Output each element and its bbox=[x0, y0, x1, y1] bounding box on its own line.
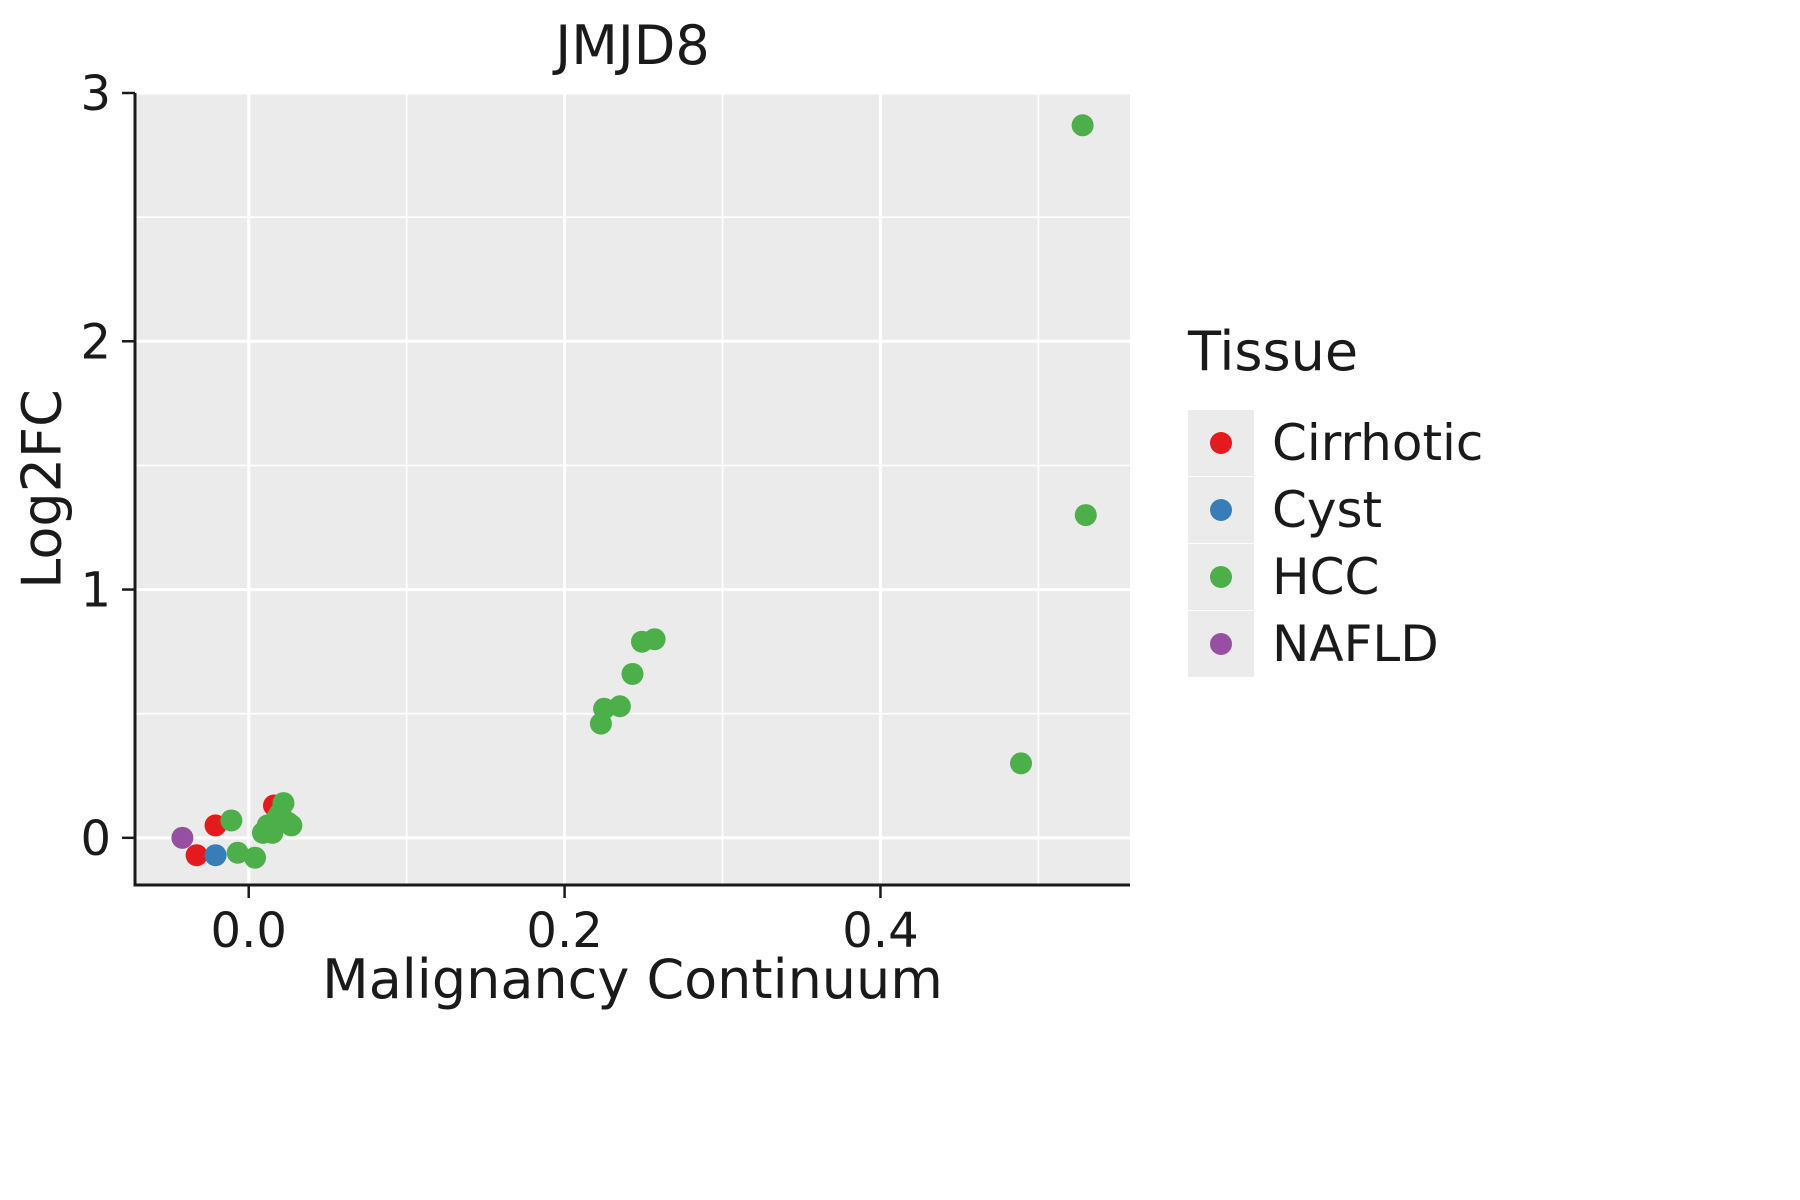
x-axis-label: Malignancy Continuum bbox=[322, 948, 943, 1011]
data-point-cirrhotic bbox=[185, 844, 208, 867]
y-tick-label: 0 bbox=[80, 811, 111, 867]
data-point-hcc bbox=[608, 695, 631, 718]
legend-entries: Cirrhotic Cyst HCC NAFLD bbox=[1188, 409, 1483, 677]
legend-title: Tissue bbox=[1188, 320, 1359, 383]
legend-entry-cirrhotic: Cirrhotic bbox=[1188, 409, 1483, 476]
legend-key bbox=[1188, 543, 1254, 610]
plot-panel bbox=[135, 93, 1130, 885]
x-tick-label: 0.4 bbox=[842, 903, 918, 959]
data-point-hcc bbox=[220, 809, 243, 832]
legend-key bbox=[1188, 476, 1254, 543]
y-axis-label: Log2FC bbox=[10, 389, 74, 589]
y-tick-label: 3 bbox=[80, 66, 111, 122]
legend-dot-icon bbox=[1210, 498, 1232, 521]
data-point-nafld bbox=[171, 826, 194, 849]
legend-key bbox=[1188, 409, 1254, 476]
legend-entry-nafld: NAFLD bbox=[1188, 610, 1483, 677]
data-point-hcc bbox=[226, 841, 249, 864]
data-point-hcc bbox=[1071, 114, 1094, 137]
data-point-hcc bbox=[1010, 752, 1033, 775]
x-tick-label: 0.0 bbox=[211, 903, 287, 959]
legend-entry-cyst: Cyst bbox=[1188, 476, 1483, 543]
data-point-hcc bbox=[280, 814, 303, 837]
legend-entry-label: Cirrhotic bbox=[1272, 413, 1484, 472]
legend-entry-label: NAFLD bbox=[1272, 614, 1439, 673]
y-tick-label: 1 bbox=[80, 563, 111, 619]
chart-title: JMJD8 bbox=[555, 14, 710, 77]
data-point-hcc bbox=[244, 846, 267, 869]
legend-key bbox=[1188, 610, 1254, 677]
data-point-hcc bbox=[272, 792, 295, 815]
legend: Tissue Cirrhotic Cyst HCC NAFLD bbox=[1188, 320, 1483, 677]
legend-dot-icon bbox=[1210, 632, 1232, 655]
legend-entry-label: Cyst bbox=[1272, 480, 1383, 539]
legend-entry-hcc: HCC bbox=[1188, 543, 1483, 610]
legend-entry-label: HCC bbox=[1272, 547, 1380, 606]
data-point-hcc bbox=[1074, 504, 1097, 527]
data-point-hcc bbox=[643, 628, 666, 651]
data-point-hcc bbox=[621, 662, 644, 685]
data-point-cyst bbox=[204, 844, 227, 867]
x-tick-label: 0.2 bbox=[526, 903, 602, 959]
y-tick-label: 2 bbox=[80, 314, 111, 370]
legend-dot-icon bbox=[1210, 565, 1232, 588]
legend-dot-icon bbox=[1210, 431, 1232, 454]
